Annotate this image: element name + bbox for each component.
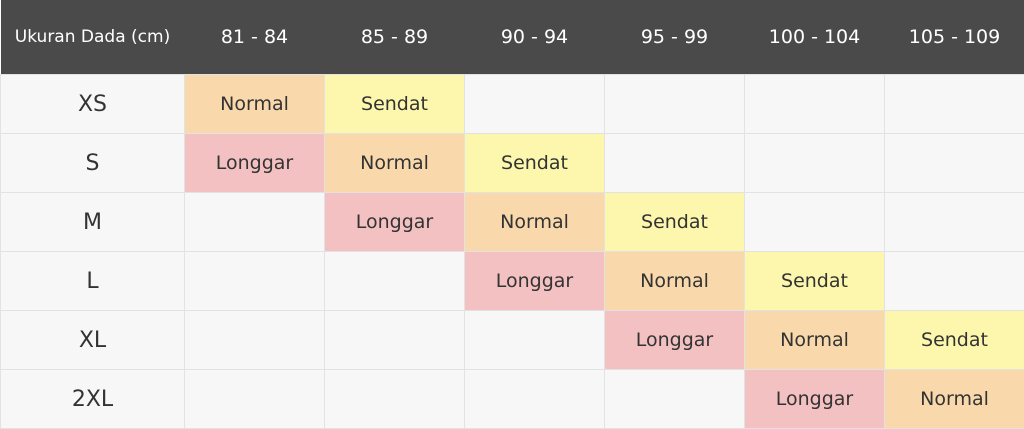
fit-cell-sendat: Sendat [605,193,745,252]
fit-cell-sendat: Sendat [465,134,605,193]
empty-cell [885,75,1024,134]
fit-cell-normal: Normal [325,134,465,193]
size-label: L [1,252,185,311]
header-chest-size: Ukuran Dada (cm) [1,0,185,75]
empty-cell [185,311,325,370]
empty-cell [745,134,885,193]
fit-cell-normal: Normal [885,370,1024,429]
empty-cell [605,75,745,134]
fit-cell-sendat: Sendat [885,311,1024,370]
fit-cell-longgar: Longgar [465,252,605,311]
empty-cell [465,370,605,429]
empty-cell [605,370,745,429]
empty-cell [885,134,1024,193]
header-col-5: 100 - 104 [745,0,885,75]
empty-cell [185,370,325,429]
empty-cell [465,75,605,134]
fit-cell-sendat: Sendat [325,75,465,134]
empty-cell [185,252,325,311]
fit-cell-longgar: Longgar [325,193,465,252]
header-col-4: 95 - 99 [605,0,745,75]
empty-cell [185,193,325,252]
header-row: Ukuran Dada (cm) 81 - 84 85 - 89 90 - 94… [1,0,1024,75]
size-label: M [1,193,185,252]
fit-cell-normal: Normal [745,311,885,370]
empty-cell [325,252,465,311]
header-col-2: 85 - 89 [325,0,465,75]
fit-cell-longgar: Longgar [185,134,325,193]
fit-cell-normal: Normal [185,75,325,134]
header-col-3: 90 - 94 [465,0,605,75]
empty-cell [325,311,465,370]
empty-cell [605,134,745,193]
size-label: XS [1,75,185,134]
header-col-1: 81 - 84 [185,0,325,75]
size-label: S [1,134,185,193]
fit-cell-normal: Normal [605,252,745,311]
size-label: XL [1,311,185,370]
size-label: 2XL [1,370,185,429]
empty-cell [885,193,1024,252]
empty-cell [885,252,1024,311]
empty-cell [745,193,885,252]
table-header: Ukuran Dada (cm) 81 - 84 85 - 89 90 - 94… [1,0,1024,75]
fit-cell-normal: Normal [465,193,605,252]
empty-cell [745,75,885,134]
fit-cell-sendat: Sendat [745,252,885,311]
header-col-6: 105 - 109 [885,0,1024,75]
empty-cell [325,370,465,429]
fit-cell-longgar: Longgar [745,370,885,429]
fit-cell-longgar: Longgar [605,311,745,370]
empty-cell [465,311,605,370]
